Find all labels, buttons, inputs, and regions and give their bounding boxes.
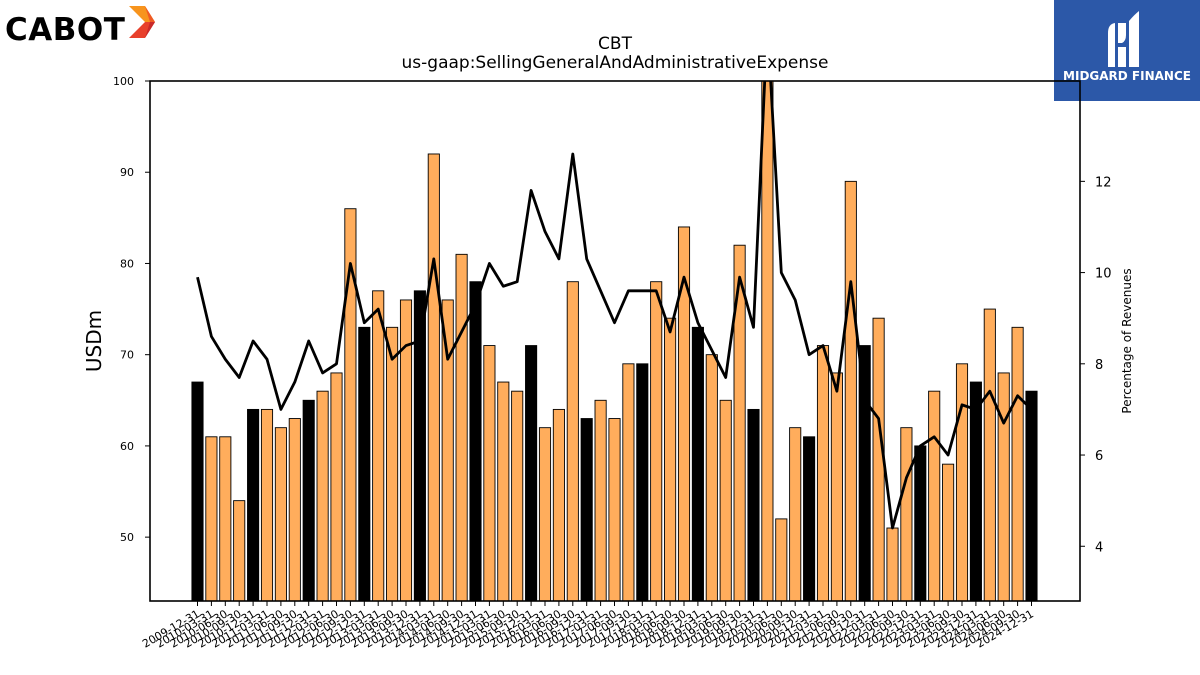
bar xyxy=(274,427,287,601)
bar xyxy=(525,345,538,601)
bar xyxy=(455,253,468,601)
bar xyxy=(636,363,649,601)
bar xyxy=(928,390,941,601)
bar xyxy=(664,317,677,601)
y-tick-label: 60 xyxy=(120,440,134,453)
bar xyxy=(497,381,510,601)
bar xyxy=(844,180,857,601)
bar xyxy=(830,372,843,601)
x-axis: 2009-12-312010-03-312010-06-302010-09-30… xyxy=(140,601,1036,651)
bar xyxy=(969,381,982,601)
bar xyxy=(789,427,802,601)
bar xyxy=(886,527,899,601)
bar xyxy=(552,408,565,601)
y-tick-label: 50 xyxy=(120,531,134,544)
bar xyxy=(469,281,482,601)
midgard-mark-icon xyxy=(1108,11,1139,67)
bar xyxy=(219,436,232,601)
bar xyxy=(233,500,246,601)
bar xyxy=(302,399,315,601)
bar xyxy=(441,299,454,601)
bar xyxy=(580,418,593,601)
left-axis: 50 60 70 80 90 100 xyxy=(113,75,150,544)
bar-series xyxy=(191,81,1038,601)
bar xyxy=(608,418,621,601)
y-tick-label: 100 xyxy=(113,75,134,88)
bar xyxy=(399,299,413,601)
bar xyxy=(775,518,788,601)
bar xyxy=(997,372,1010,601)
bar xyxy=(288,418,301,601)
bar xyxy=(594,399,607,601)
bar xyxy=(677,226,691,601)
bar xyxy=(191,381,204,601)
bar xyxy=(247,408,260,601)
bar xyxy=(914,445,927,601)
y2-tick-label: 8 xyxy=(1095,358,1103,373)
bar xyxy=(650,281,663,601)
midgard-logo-text: MIDGARD FINANCE xyxy=(1063,69,1191,83)
bar xyxy=(983,308,996,601)
bar xyxy=(358,326,371,601)
y-tick-label: 90 xyxy=(120,166,134,179)
right-axis: 4 6 8 10 12 xyxy=(1080,175,1112,555)
cabot-logo-text: CABOT xyxy=(5,12,126,48)
bar xyxy=(942,463,955,601)
bar xyxy=(413,290,426,601)
bar xyxy=(955,363,969,601)
y2-axis-label: Percentage of Revenues xyxy=(1120,268,1134,413)
y2-tick-label: 6 xyxy=(1095,449,1103,464)
bar xyxy=(538,427,552,601)
bar xyxy=(316,390,329,601)
bar xyxy=(733,244,746,601)
bar xyxy=(260,408,274,601)
chart-subtitle: us-gaap:SellingGeneralAndAdministrativeE… xyxy=(402,53,829,73)
bar xyxy=(900,427,913,601)
bar xyxy=(858,345,871,601)
bar xyxy=(372,290,385,601)
bar xyxy=(566,281,579,601)
y-axis-label: USDm xyxy=(82,310,106,372)
bar xyxy=(511,390,524,601)
line-series xyxy=(196,81,1033,530)
percentage-line xyxy=(196,81,1033,530)
bar xyxy=(344,208,357,601)
y-tick-label: 80 xyxy=(120,257,134,270)
y2-tick-label: 4 xyxy=(1095,540,1103,555)
midgard-finance-logo: MIDGARD FINANCE xyxy=(1054,0,1200,101)
bar xyxy=(483,345,496,601)
bar xyxy=(705,354,718,601)
chart-title: CBT xyxy=(598,34,633,54)
bar xyxy=(719,399,732,601)
bar xyxy=(427,153,440,601)
y-tick-label: 70 xyxy=(120,349,134,362)
bar xyxy=(803,436,816,601)
bar xyxy=(691,326,704,601)
y2-tick-label: 12 xyxy=(1095,175,1112,190)
bar xyxy=(622,363,635,601)
bar xyxy=(1011,326,1024,601)
bar xyxy=(386,326,399,601)
bar xyxy=(816,345,830,601)
y2-tick-label: 10 xyxy=(1095,267,1112,282)
cabot-logo: CABOT xyxy=(5,4,165,50)
bar xyxy=(330,372,343,601)
bar xyxy=(747,408,760,601)
cabot-logo-mark-icon xyxy=(129,6,155,38)
bar xyxy=(205,436,218,601)
bar xyxy=(1025,390,1038,601)
